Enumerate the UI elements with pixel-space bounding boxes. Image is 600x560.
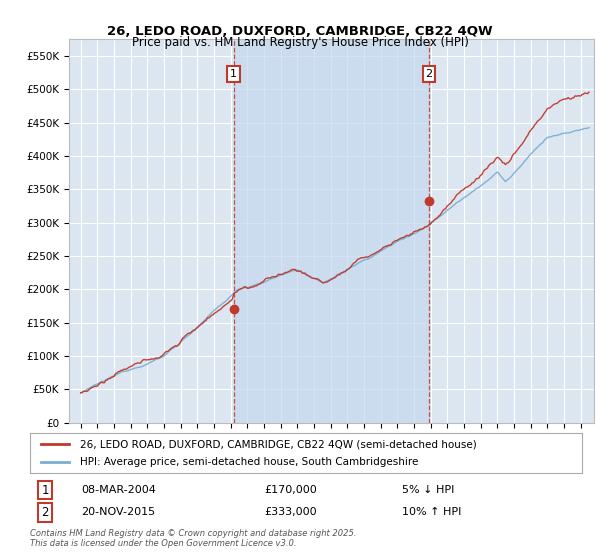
Text: HPI: Average price, semi-detached house, South Cambridgeshire: HPI: Average price, semi-detached house,… <box>80 457 418 467</box>
Text: 2: 2 <box>425 69 433 79</box>
Bar <box>233 39 429 423</box>
Text: £333,000: £333,000 <box>264 507 317 517</box>
Text: 5% ↓ HPI: 5% ↓ HPI <box>402 485 454 495</box>
Text: 20-NOV-2015: 20-NOV-2015 <box>81 507 155 517</box>
Text: 2: 2 <box>41 506 49 519</box>
Text: 26, LEDO ROAD, DUXFORD, CAMBRIDGE, CB22 4QW (semi-detached house): 26, LEDO ROAD, DUXFORD, CAMBRIDGE, CB22 … <box>80 439 476 449</box>
Text: 1: 1 <box>230 69 237 79</box>
Text: 08-MAR-2004: 08-MAR-2004 <box>81 485 156 495</box>
Text: 26, LEDO ROAD, DUXFORD, CAMBRIDGE, CB22 4QW: 26, LEDO ROAD, DUXFORD, CAMBRIDGE, CB22 … <box>107 25 493 38</box>
Text: 1: 1 <box>41 483 49 497</box>
Text: £170,000: £170,000 <box>264 485 317 495</box>
Text: 10% ↑ HPI: 10% ↑ HPI <box>402 507 461 517</box>
Text: Price paid vs. HM Land Registry's House Price Index (HPI): Price paid vs. HM Land Registry's House … <box>131 36 469 49</box>
Text: Contains HM Land Registry data © Crown copyright and database right 2025.
This d: Contains HM Land Registry data © Crown c… <box>30 529 356 548</box>
